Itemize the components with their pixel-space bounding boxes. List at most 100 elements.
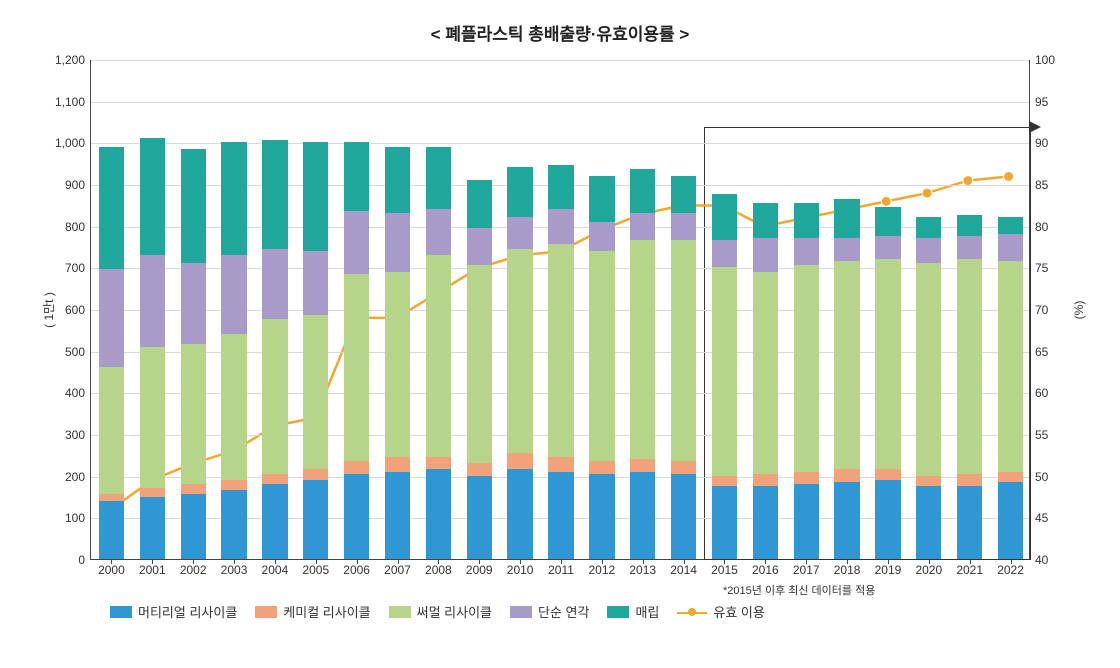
legend-item: 매립 [607,602,659,621]
y-left-tick-label: 1,100 [55,96,91,108]
y-left-tick-label: 600 [65,304,91,316]
bar-segment-thermal [385,272,410,457]
bar-segment-landfill [344,142,369,211]
x-tick-label: 2008 [425,559,452,577]
bar-segment-material [99,501,124,559]
bar-segment-material [998,482,1023,559]
x-tick-label: 2017 [793,559,820,577]
bar-segment-chemical [630,459,655,472]
bar-segment-thermal [834,261,859,469]
bar-segment-material [467,476,492,559]
bar-segment-chemical [916,476,941,486]
bar-segment-incineration [221,255,246,334]
bar-segment-incineration [262,249,287,320]
legend: 머티리얼 리사이클케미컬 리사이클써멀 리사이클단순 연각매립유효 이용 [110,602,1010,621]
x-tick-label: 2012 [589,559,616,577]
bar-segment-landfill [181,149,206,264]
bar-group [671,176,696,559]
x-tick-label: 2022 [997,559,1024,577]
legend-line-icon [677,606,707,618]
bar-segment-material [303,480,328,559]
bar-segment-chemical [712,476,737,486]
y-left-tick-label: 100 [65,512,91,524]
plot-area-wrap: 01002003004005006007008009001,0001,1001,… [90,60,1030,560]
legend-item: 써멀 리사이클 [389,602,492,621]
y-left-tick-label: 300 [65,429,91,441]
y-left-tick-label: 900 [65,179,91,191]
bar-segment-chemical [794,472,819,485]
bar-segment-thermal [140,347,165,489]
bar-segment-material [589,474,614,559]
y-right-tick-label: 100 [1029,54,1055,66]
bar-segment-thermal [875,259,900,469]
bar-segment-thermal [630,240,655,459]
bar-group [507,167,532,559]
x-tick-label: 2009 [466,559,493,577]
bar-segment-thermal [262,319,287,473]
x-tick-label: 2021 [956,559,983,577]
gridline [91,102,1029,103]
bar-group [589,176,614,559]
highlight-arrow-icon [1029,121,1041,133]
bar-segment-material [181,494,206,559]
bar-group [548,165,573,559]
bar-group [712,194,737,559]
chart-footnote: *2015년 이후 최신 데이터를 적용 [723,582,875,598]
legend-label: 써멀 리사이클 [417,602,492,621]
bar-segment-chemical [834,469,859,482]
y-right-tick-label: 45 [1029,512,1048,524]
bar-group [221,142,246,559]
bar-segment-material [344,474,369,559]
bar-segment-landfill [262,140,287,248]
chart-title: < 폐플라스틱 총배출량·유효이용률 > [0,20,1120,45]
bar-segment-incineration [426,209,451,255]
bar-group [794,203,819,559]
y-left-tick-label: 800 [65,221,91,233]
bar-segment-incineration [548,209,573,244]
bar-segment-landfill [794,203,819,238]
bar-segment-thermal [99,367,124,494]
x-tick-label: 2018 [834,559,861,577]
bar-segment-landfill [467,180,492,228]
bar-segment-thermal [303,315,328,469]
x-tick-label: 2019 [875,559,902,577]
bar-segment-material [794,484,819,559]
bar-segment-landfill [548,165,573,209]
bar-segment-material [834,482,859,559]
bar-segment-thermal [916,263,941,476]
bar-segment-material [385,472,410,560]
x-tick-label: 2002 [180,559,207,577]
x-tick-label: 2001 [139,559,166,577]
x-tick-label: 2014 [670,559,697,577]
bar-segment-landfill [507,167,532,217]
bar-group [262,140,287,559]
bar-segment-chemical [262,474,287,484]
bar-segment-material [262,484,287,559]
x-tick-label: 2003 [221,559,248,577]
bar-segment-material [712,486,737,559]
bar-segment-thermal [181,344,206,484]
y-right-tick-label: 95 [1029,96,1048,108]
bar-group [875,207,900,559]
bar-segment-landfill [712,194,737,240]
line-series-marker [1004,171,1014,181]
legend-item: 유효 이용 [677,602,764,621]
y-right-tick-label: 85 [1029,179,1048,191]
bar-group [998,217,1023,559]
x-tick-label: 2006 [343,559,370,577]
bar-segment-incineration [834,238,859,261]
y-left-tick-label: 1,200 [55,54,91,66]
y-right-tick-label: 90 [1029,137,1048,149]
bar-segment-incineration [140,255,165,347]
bar-segment-incineration [589,222,614,251]
y-left-tick-label: 1,000 [55,137,91,149]
bar-segment-incineration [753,238,778,271]
bar-segment-thermal [467,265,492,463]
bar-segment-chemical [957,474,982,487]
bar-segment-thermal [548,244,573,457]
x-tick-label: 2005 [302,559,329,577]
x-tick-label: 2010 [507,559,534,577]
bar-segment-incineration [671,213,696,240]
bar-segment-thermal [671,240,696,461]
bar-segment-incineration [875,236,900,259]
